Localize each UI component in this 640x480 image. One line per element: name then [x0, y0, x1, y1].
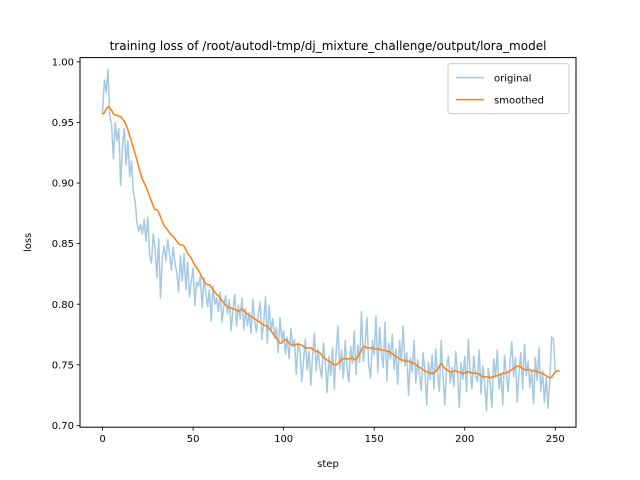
x-tick-label: 50 [187, 434, 200, 445]
series-line-smoothed [101, 105, 560, 379]
x-axis-title: step [317, 459, 339, 470]
y-axis-title: loss [23, 233, 34, 252]
y-tick-label: 1.00 [52, 57, 74, 68]
y-tick-label: 0.90 [52, 179, 74, 190]
x-tick-label: 200 [455, 434, 474, 445]
legend: original smoothed [447, 63, 570, 115]
x-tick-label: 150 [365, 434, 384, 445]
x-tick-label: 0 [99, 434, 105, 445]
legend-label-smoothed: smoothed [494, 96, 544, 107]
y-tick-label: 0.80 [52, 300, 74, 311]
x-tick-label: 100 [274, 434, 293, 445]
axes-frame [79, 57, 577, 428]
series-layer [101, 68, 560, 412]
y-tick-label: 0.75 [52, 360, 74, 371]
legend-label-original: original [494, 74, 531, 85]
series-line-original [101, 68, 557, 412]
x-axis: 0 50 100 150 200 250 [99, 427, 565, 445]
y-tick-label: 0.95 [52, 118, 74, 129]
y-tick-label: 0.85 [52, 239, 74, 250]
y-tick-label: 0.70 [52, 421, 74, 432]
chart-title: training loss of /root/autodl-tmp/dj_mix… [110, 39, 547, 53]
legend-box [447, 63, 570, 115]
y-axis: 0.70 0.75 0.80 0.85 0.90 0.95 1.00 [52, 57, 80, 432]
x-tick-label: 250 [546, 434, 565, 445]
